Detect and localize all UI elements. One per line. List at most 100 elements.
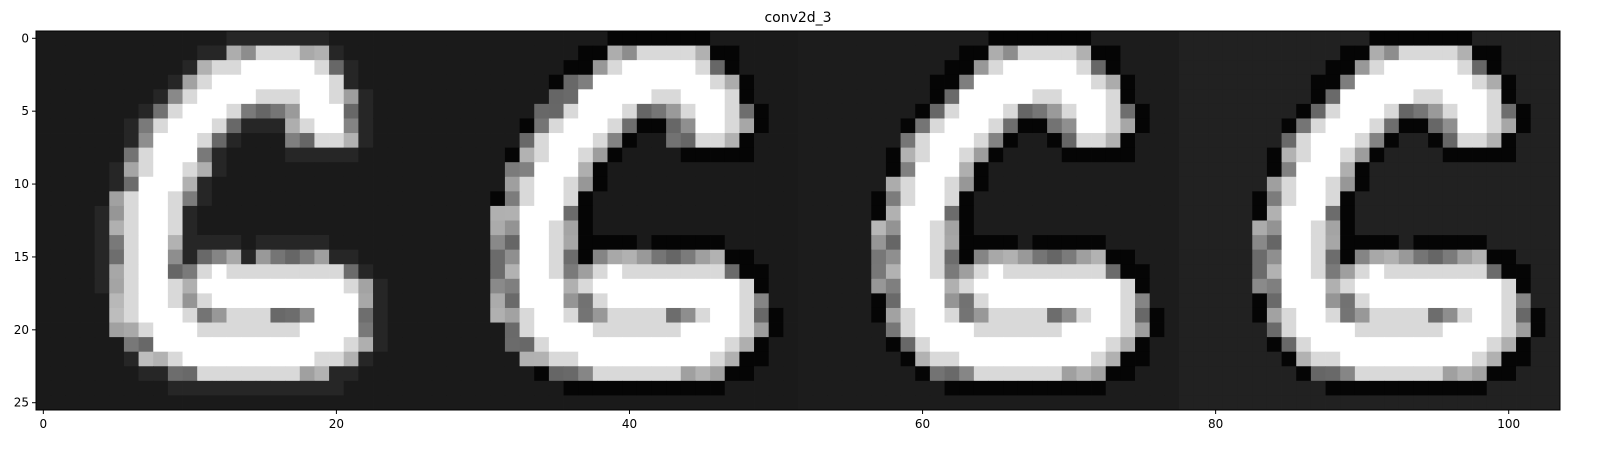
pixel-cell <box>1413 351 1429 367</box>
pixel-cell <box>724 147 740 163</box>
pixel-cell <box>431 45 447 61</box>
pixel-cell <box>1032 89 1048 105</box>
pixel-cell <box>578 235 594 251</box>
pixel-cell <box>402 264 418 280</box>
pixel-cell <box>1384 293 1400 309</box>
pixel-cell <box>1222 278 1239 294</box>
pixel-cell <box>534 162 550 178</box>
pixel-cell <box>1472 293 1488 309</box>
pixel-cell <box>387 133 403 149</box>
pixel-cell <box>79 220 96 236</box>
pixel-cell <box>36 45 52 61</box>
pixel-cell <box>226 264 242 280</box>
pixel-cell <box>534 264 550 280</box>
pixel-cell <box>358 118 374 134</box>
pixel-cell <box>1545 366 1561 382</box>
pixel-cell <box>622 278 638 294</box>
pixel-cell <box>446 147 462 163</box>
pixel-cell <box>944 220 960 236</box>
pixel-cell <box>1457 60 1473 76</box>
pixel-cell <box>1428 235 1444 251</box>
pixel-cell <box>680 162 696 178</box>
pixel-cell <box>1501 220 1517 236</box>
pixel-cell <box>1237 235 1253 251</box>
pixel-cell <box>563 74 579 90</box>
pixel-cell <box>1003 31 1019 46</box>
pixel-cell <box>1486 118 1502 134</box>
pixel-cell <box>65 205 81 221</box>
pixel-cell <box>109 220 125 236</box>
pixel-cell <box>1003 89 1019 105</box>
pixel-cell <box>1193 176 1209 192</box>
pixel-cell <box>1164 89 1180 105</box>
pixel-cell <box>167 322 183 338</box>
pixel-cell <box>1135 60 1151 76</box>
pixel-cell <box>299 89 315 105</box>
pixel-cell <box>754 45 770 61</box>
pixel-cell <box>138 31 154 46</box>
pixel-cell <box>65 322 81 338</box>
pixel-cell <box>548 366 564 382</box>
pixel-cell <box>929 133 945 149</box>
pixel-cell <box>1208 380 1224 396</box>
pixel-cell <box>123 103 139 119</box>
pixel-cell <box>798 118 814 134</box>
pixel-cell <box>241 191 257 207</box>
pixel-cell <box>50 176 66 192</box>
pixel-cell <box>431 205 447 221</box>
pixel-cell <box>1003 205 1019 221</box>
pixel-cell <box>534 351 550 367</box>
pixel-cell <box>50 74 66 90</box>
pixel-cell <box>680 366 696 382</box>
pixel-cell <box>900 89 916 105</box>
pixel-cell <box>724 103 740 119</box>
pixel-cell <box>636 293 652 309</box>
pixel-cell <box>1135 235 1151 251</box>
pixel-cell <box>578 118 594 134</box>
pixel-cell <box>1486 307 1502 323</box>
pixel-cell <box>885 395 901 411</box>
pixel-cell <box>1061 337 1077 353</box>
pixel-cell <box>153 176 169 192</box>
pixel-cell <box>65 366 81 382</box>
pixel-cell <box>724 162 740 178</box>
pixel-cell <box>343 118 359 134</box>
pixel-cell <box>1340 395 1356 411</box>
pixel-cell <box>475 278 491 294</box>
pixel-cell <box>1472 103 1488 119</box>
pixel-cell <box>988 249 1004 265</box>
pixel-cell <box>1398 176 1414 192</box>
pixel-cell <box>1398 395 1414 411</box>
pixel-cell <box>1325 162 1341 178</box>
pixel-cell <box>1135 249 1151 265</box>
pixel-cell <box>1442 351 1458 367</box>
pixel-cell <box>65 74 81 90</box>
pixel-cell <box>65 337 81 353</box>
pixel-cell <box>1296 147 1312 163</box>
pixel-cell <box>417 380 433 396</box>
pixel-cell <box>299 45 315 61</box>
pixel-cell <box>373 45 389 61</box>
pixel-cell <box>548 31 564 46</box>
pixel-cell <box>1208 147 1224 163</box>
pixel-cell <box>973 31 989 46</box>
pixel-cell <box>241 89 257 105</box>
pixel-cell <box>358 278 374 294</box>
pixel-cell <box>915 133 931 149</box>
pixel-cell <box>1149 337 1165 353</box>
pixel-cell <box>182 176 198 192</box>
pixel-cell <box>929 60 945 76</box>
pixel-cell <box>343 278 359 294</box>
pixel-cell <box>314 337 330 353</box>
pixel-cell <box>343 31 359 46</box>
pixel-cell <box>1135 307 1151 323</box>
pixel-cell <box>1369 74 1385 90</box>
pixel-cell <box>417 176 433 192</box>
pixel-cell <box>1149 322 1165 338</box>
pixel-cell <box>1208 395 1224 411</box>
pixel-cell <box>94 366 110 382</box>
pixel-cell <box>1384 380 1400 396</box>
pixel-cell <box>959 118 975 134</box>
pixel-cell <box>197 74 213 90</box>
pixel-cell <box>959 366 975 382</box>
